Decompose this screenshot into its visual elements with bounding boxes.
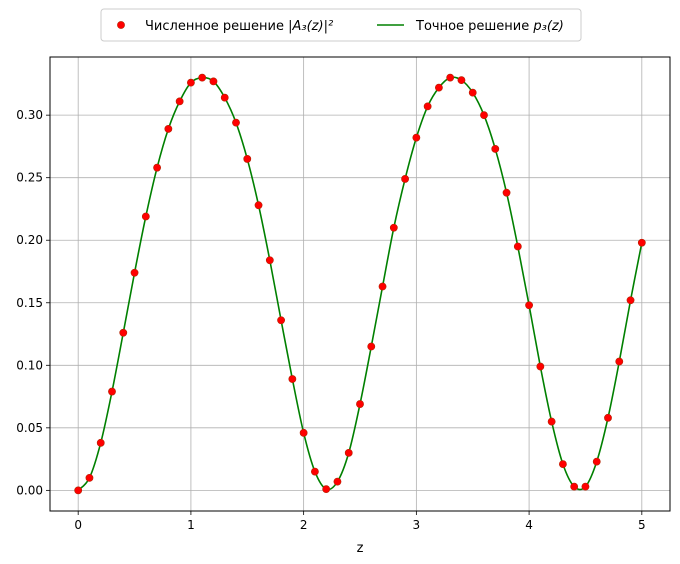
data-point-numeric	[119, 328, 128, 337]
data-point-numeric	[198, 73, 207, 82]
data-point-numeric	[536, 362, 545, 371]
data-point-numeric	[378, 282, 387, 291]
legend-label-numeric-prefix: Численное решение	[145, 19, 288, 34]
legend-label-numeric: Численное решение |A₃(z)|²	[145, 19, 333, 34]
data-point-numeric	[265, 256, 274, 265]
data-point-numeric	[626, 296, 635, 305]
data-point-numeric	[401, 175, 409, 183]
data-point-numeric	[187, 78, 195, 87]
data-point-numeric	[502, 188, 511, 197]
data-point-numeric	[468, 88, 477, 97]
y-tick-label: 0.20	[16, 233, 43, 247]
y-axis-ticks: 0.00 0.05 0.10 0.15 0.20 0.25 0.30	[16, 108, 50, 497]
data-point-numeric	[604, 413, 612, 422]
grid	[50, 57, 670, 511]
data-point-numeric	[457, 76, 466, 85]
data-point-numeric	[389, 223, 398, 232]
data-point-numeric	[356, 400, 364, 408]
legend: Численное решение |A₃(z)|² Точное решени…	[100, 8, 582, 42]
data-point-numeric	[446, 73, 455, 82]
y-tick-label: 0.25	[16, 171, 43, 185]
y-tick-label: 0.15	[16, 296, 43, 310]
x-tick-label: 5	[638, 518, 646, 532]
data-point-numeric	[299, 428, 308, 437]
data-point-numeric	[322, 485, 331, 494]
data-point-numeric	[491, 145, 500, 153]
data-point-numeric	[423, 102, 432, 111]
data-point-numeric	[547, 417, 556, 426]
data-point-numeric	[480, 111, 488, 120]
data-point-numeric	[175, 97, 184, 106]
data-point-numeric	[232, 118, 240, 127]
data-point-numeric	[164, 125, 173, 133]
data-point-numeric	[344, 448, 353, 457]
plot-frame	[49, 56, 671, 512]
x-axis-ticks: 0 1 2 3 4 5	[74, 511, 646, 532]
data-point-numeric	[513, 242, 522, 251]
y-tick-label: 0.05	[16, 421, 43, 435]
legend-marker-numeric	[117, 21, 125, 29]
data-point-numeric	[243, 155, 252, 163]
legend-label-exact: Точное решение p₃(z)	[415, 19, 564, 34]
x-tick-label: 4	[525, 518, 533, 532]
data-point-numeric	[277, 316, 285, 325]
y-tick-label: 0.10	[16, 358, 43, 372]
legend-label-exact-math: p₃(z)	[532, 19, 563, 34]
data-point-numeric	[592, 457, 601, 466]
data-point-numeric	[581, 482, 590, 491]
x-axis-label: z	[357, 541, 364, 556]
x-tick-label: 1	[187, 518, 195, 532]
data-point-numeric	[615, 357, 624, 366]
data-point-numeric	[311, 467, 319, 476]
data-point-numeric	[74, 486, 83, 495]
y-tick-label: 0.00	[16, 483, 43, 497]
legend-box	[100, 8, 582, 42]
x-tick-label: 3	[413, 518, 421, 532]
data-point-numeric	[85, 473, 94, 482]
y-tick-label: 0.30	[16, 108, 43, 122]
series-markers	[74, 73, 646, 495]
data-point-numeric	[96, 438, 105, 447]
data-point-numeric	[525, 301, 533, 310]
series-lines	[77, 76, 643, 491]
data-point-numeric	[220, 93, 229, 102]
x-tick-label: 2	[300, 518, 308, 532]
data-point-numeric	[559, 460, 567, 468]
legend-label-exact-prefix: Точное решение	[415, 19, 533, 34]
data-point-numeric	[412, 133, 421, 142]
data-point-numeric	[333, 477, 342, 486]
data-point-numeric	[637, 238, 646, 247]
data-point-numeric	[153, 163, 161, 172]
data-point-numeric	[209, 77, 218, 86]
data-point-numeric	[108, 387, 116, 396]
series-line-exact	[77, 76, 643, 491]
data-point-numeric	[570, 482, 579, 491]
data-point-numeric	[254, 201, 263, 210]
legend-label-numeric-math: |A₃(z)|²	[288, 19, 333, 34]
data-point-numeric	[288, 375, 297, 383]
data-point-numeric	[141, 212, 150, 221]
data-point-numeric	[367, 342, 376, 351]
data-point-numeric	[130, 268, 139, 277]
x-tick-label: 0	[74, 518, 82, 532]
data-point-numeric	[435, 83, 443, 92]
